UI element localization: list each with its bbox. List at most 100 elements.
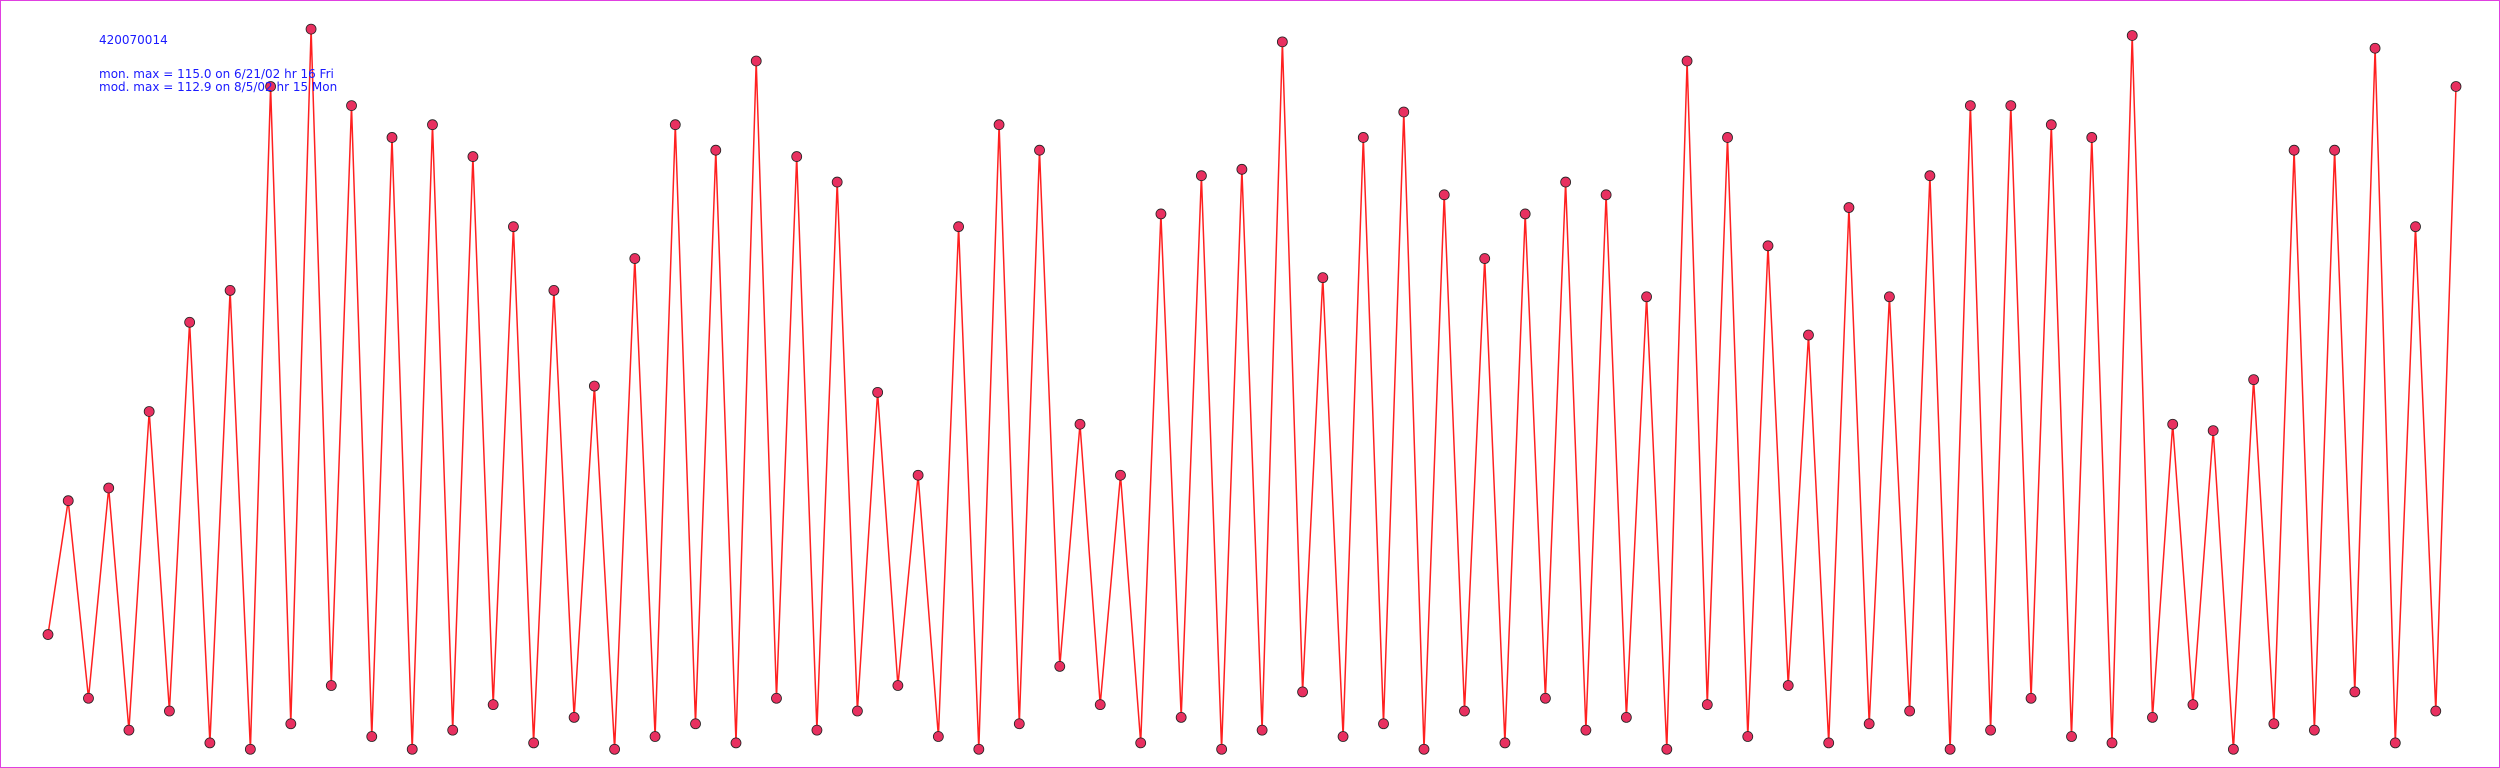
- point: [2389, 737, 2401, 749]
- point: [2349, 686, 2361, 698]
- point: [1863, 718, 1875, 730]
- point: [750, 55, 762, 67]
- point: [447, 724, 459, 736]
- point: [184, 316, 196, 328]
- point: [42, 629, 54, 640]
- point: [1843, 202, 1855, 213]
- point: [973, 743, 985, 755]
- point: [2369, 42, 2381, 54]
- point: [62, 495, 74, 507]
- point: [568, 711, 580, 723]
- point: [1094, 699, 1106, 711]
- point: [487, 699, 499, 711]
- point: [1175, 711, 1187, 723]
- point: [690, 718, 701, 730]
- point: [2126, 30, 2138, 41]
- point: [2045, 119, 2057, 131]
- point: [1600, 189, 1612, 201]
- point: [1418, 743, 1430, 755]
- point: [730, 737, 742, 749]
- point: [1013, 718, 1025, 730]
- point: [2308, 724, 2320, 736]
- point: [831, 176, 843, 188]
- point: [1276, 36, 1288, 48]
- point: [1661, 743, 1673, 755]
- point: [103, 482, 115, 494]
- point: [953, 221, 964, 233]
- point: [346, 100, 357, 111]
- point: [2410, 221, 2421, 233]
- point: [1074, 418, 1086, 430]
- point: [2228, 743, 2239, 755]
- point: [265, 81, 276, 92]
- annotation: mon. max = 115.0 on 6/21/02 hr 16 Fri: [99, 67, 334, 81]
- point: [1398, 106, 1410, 118]
- point: [1722, 132, 1733, 143]
- point: [669, 119, 681, 131]
- point: [1782, 680, 1794, 691]
- point: [791, 151, 803, 162]
- point: [993, 119, 1005, 131]
- point: [2086, 132, 2098, 143]
- point: [1317, 272, 1329, 284]
- point: [548, 285, 560, 296]
- point: [1236, 163, 1248, 175]
- point: [912, 469, 924, 481]
- point: [1884, 291, 1895, 303]
- point: [710, 144, 722, 156]
- point: [2147, 711, 2158, 723]
- point: [811, 724, 823, 736]
- point: [2187, 699, 2199, 711]
- point: [1378, 718, 1389, 730]
- point: [508, 221, 519, 233]
- point: [771, 692, 782, 704]
- point: [2248, 374, 2260, 386]
- point: [1438, 189, 1450, 201]
- point: [1034, 144, 1045, 156]
- point: [467, 151, 479, 162]
- point: [224, 285, 236, 296]
- point: [1499, 737, 1511, 749]
- point: [1256, 724, 1268, 736]
- point: [1135, 737, 1147, 749]
- point: [427, 119, 438, 131]
- point: [244, 743, 256, 755]
- point: [649, 731, 661, 742]
- point: [1964, 100, 1976, 111]
- point: [1924, 170, 1936, 182]
- series-line: [47, 29, 2457, 750]
- point: [143, 406, 155, 417]
- point: [1216, 743, 1228, 755]
- point: [528, 737, 540, 749]
- point: [164, 705, 175, 717]
- point: [588, 380, 600, 392]
- point: [386, 132, 398, 143]
- point: [2005, 100, 2017, 111]
- point: [2329, 144, 2340, 156]
- point: [1944, 743, 1956, 755]
- point: [872, 386, 884, 398]
- point: [1054, 661, 1066, 672]
- point: [406, 743, 418, 755]
- point: [2430, 705, 2442, 717]
- point: [1155, 208, 1167, 220]
- point: [1742, 731, 1754, 742]
- point: [1580, 724, 1592, 736]
- point: [1196, 170, 1207, 182]
- point: [2066, 731, 2077, 742]
- point: [1357, 132, 1369, 143]
- point: [2288, 144, 2300, 156]
- point: [1115, 469, 1126, 481]
- point: [1337, 731, 1349, 742]
- point: [1803, 329, 1814, 341]
- point: [1459, 705, 1470, 717]
- annotation: mod. max = 112.9 on 8/5/02 hr 15 Mon: [99, 80, 337, 94]
- point: [1540, 692, 1551, 704]
- point: [1985, 724, 1996, 736]
- plot-area: [42, 23, 2462, 755]
- point: [2106, 737, 2118, 749]
- point: [932, 731, 944, 742]
- chart-title: 420070014: [99, 33, 168, 47]
- point: [892, 680, 904, 691]
